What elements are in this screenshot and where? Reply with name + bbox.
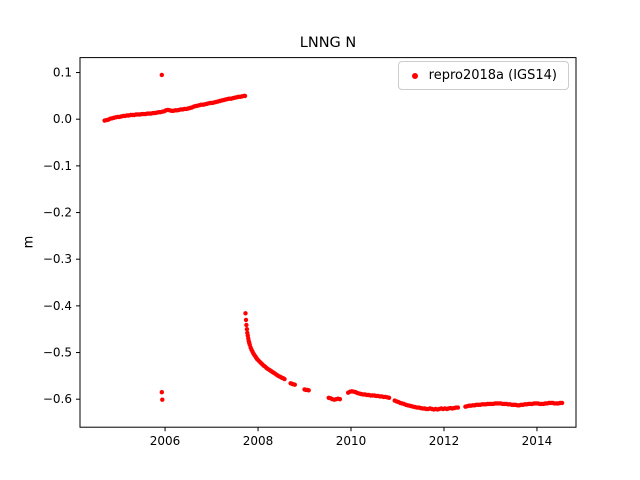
legend-label: repro2018a (IGS14) [428, 68, 557, 83]
x-tick-label: 2014 [522, 434, 553, 448]
y-tick-label: −0.5 [43, 346, 72, 360]
x-tick-label: 2008 [243, 434, 274, 448]
y-tick-label: 0.0 [53, 112, 72, 126]
legend: repro2018a (IGS14) [397, 61, 569, 90]
legend-marker-dot-icon [411, 72, 418, 79]
y-tick-label: −0.2 [43, 206, 72, 220]
series-points [102, 72, 565, 412]
chart-title: LNNG N [299, 35, 357, 51]
axes-frame [79, 57, 577, 428]
y-tick-label: 0.1 [53, 66, 72, 80]
y-tick-label: −0.6 [43, 392, 72, 406]
y-tick-label: −0.3 [43, 252, 72, 266]
y-axis-label: m [21, 235, 37, 249]
x-tick-label: 2012 [429, 434, 460, 448]
y-tick-label: −0.4 [43, 299, 72, 313]
x-tick-label: 2010 [336, 434, 367, 448]
x-tick-label: 2006 [150, 434, 181, 448]
y-tick-label: −0.1 [43, 159, 72, 173]
